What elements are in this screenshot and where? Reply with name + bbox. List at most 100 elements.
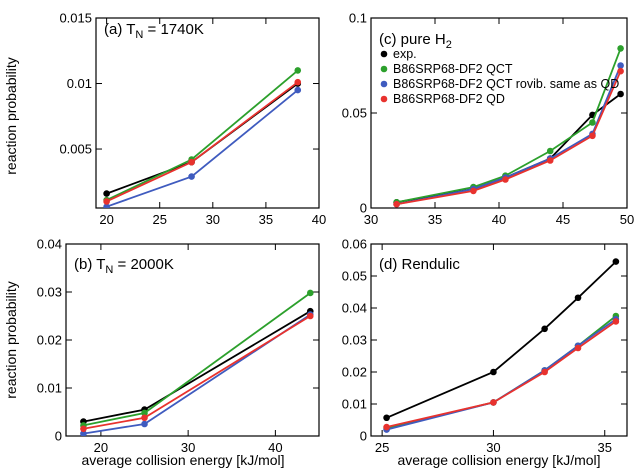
data-point [306,312,314,320]
y-axis-label-bottom: reaction probability [3,281,19,399]
series-line [106,69,299,201]
x-tick-label: 25 [375,440,389,455]
y-tick-label: 0.02 [37,333,62,348]
data-point [617,67,624,75]
data-point [294,86,302,94]
data-point [574,344,582,352]
series-line [386,315,617,429]
panel-a: 20 25 30 35 40 0.005 0.01 0.015 (a) TN = 1740K [59,11,326,228]
data-point [141,414,148,422]
data-point [574,294,582,302]
data-point [546,157,554,164]
data-point [617,90,624,98]
series-line [396,93,622,204]
series-group [80,289,314,436]
x-tick-label: 30 [181,440,195,455]
data-point [188,158,195,166]
data-point [393,200,400,208]
panel-title: (d) Rendulic [379,256,460,273]
series-line [386,320,617,428]
y-axis-label-top: reaction probability [3,57,19,175]
data-point [383,423,390,431]
data-point [383,414,390,422]
data-point [589,119,596,126]
data-point [141,420,148,428]
panel-title: (a) TN = 1740K [104,21,204,41]
legend-marker [380,80,388,88]
data-point [294,67,302,74]
x-tick-label: 50 [620,212,634,227]
legend-marker [380,65,388,73]
data-point [612,318,620,325]
x-tick-label: 20 [99,212,113,227]
data-point [541,325,548,333]
y-tick-label: 0.03 [37,285,62,300]
legend-label: B86SRP68-DF2 QD [393,92,505,106]
x-tick-label: 35 [259,212,273,227]
series-line [106,82,299,195]
x-tick-label: 40 [312,212,326,227]
legend-label: exp. [393,47,417,61]
y-tick-label: 0 [55,429,62,444]
x-tick-label: 30 [486,440,500,455]
y-tick-label: 0.01 [342,397,367,412]
data-point [490,368,497,376]
series-line [83,315,311,430]
legend-marker [380,95,388,103]
x-tick-label: 40 [268,440,282,455]
panel-title: (c) pure H2 [379,31,452,51]
series-line [83,292,311,427]
legend-label: B86SRP68-DF2 QCT [393,62,513,76]
series-line [106,89,299,208]
data-point [470,187,477,195]
y-tick-label: 0.04 [37,237,62,252]
series-line [396,70,622,206]
y-tick-label: 0.01 [37,381,62,396]
data-point [294,78,302,86]
x-tick-label: 45 [556,212,570,227]
data-point [141,409,148,417]
data-point [546,147,554,155]
series-line [83,310,311,423]
data-point [617,45,624,52]
series-line [386,260,617,419]
data-point [502,176,509,183]
data-point [103,203,110,208]
data-point [612,258,620,265]
y-tick-label: 0.02 [342,365,367,380]
x-tick-label: 30 [364,212,378,227]
y-tick-label: 0 [360,201,367,216]
data-point [541,368,548,376]
y-tick-label: 0.015 [59,11,92,26]
y-tick-label: 0.04 [342,301,367,316]
panel-d: 25 30 35 0 0.01 0.02 0.03 0.04 0.05 0.06 (d) Rendu… [342,237,628,455]
series-group [393,45,624,208]
y-tick-label: 0.01 [67,76,92,91]
data-point [306,289,314,297]
y-tick-label: 0 [360,429,367,444]
x-tick-label: 30 [206,212,220,227]
series-line [396,48,622,204]
x-tick-label: 35 [428,212,442,227]
series-group [383,258,620,433]
series-line [396,65,622,206]
x-tick-label: 35 [598,440,612,455]
data-point [490,399,497,406]
data-point [80,425,87,433]
x-tick-label: 40 [492,212,506,227]
y-tick-label: 0.005 [59,142,92,157]
legend-marker [380,50,388,58]
data-point [617,62,624,69]
plot-frame [95,17,320,209]
data-point [589,132,596,140]
y-tick-label: 0.06 [342,237,367,252]
data-point [188,173,195,180]
x-tick-label: 20 [94,440,108,455]
x-axis-label-left: average collision energy [kJ/mol] [81,452,284,468]
y-tick-label: 0.03 [342,333,367,348]
legend-label: B86SRP68-DF2 QCT rovib. same as QD [393,77,619,91]
y-tick-label: 0.1 [349,11,367,26]
y-tick-label: 0.05 [342,106,367,121]
panel-title: (b) TN = 2000K [74,256,174,276]
